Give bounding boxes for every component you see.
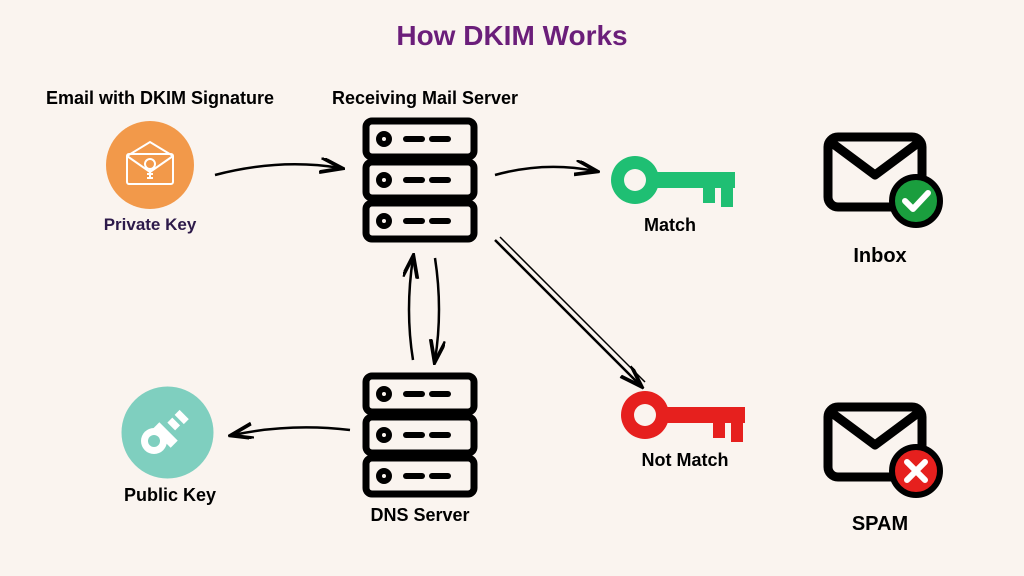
spam-label: SPAM [830,513,930,536]
dns-server-icon [360,370,480,505]
inbox-label: Inbox [830,245,930,268]
inbox-icon [820,115,945,235]
email-label: Email with DKIM Signature [40,88,280,109]
arrow-server-to-notmatch [490,235,650,395]
arrow-server-dns-bidir [395,250,455,370]
arrow-dns-to-publickey [225,415,355,455]
private-key-label: Private Key [95,215,205,235]
dns-server-label: DNS Server [360,505,480,526]
mail-server-icon [360,115,480,250]
spam-icon [820,385,945,505]
email-icon [105,120,195,215]
match-key-icon [605,145,745,220]
diagram-title: How DKIM Works [0,20,1024,52]
public-key-icon [120,385,215,485]
public-key-label: Public Key [115,485,225,506]
arrow-server-to-match [490,155,605,195]
not-match-label: Not Match [630,450,740,471]
match-label: Match [625,215,715,236]
arrow-email-to-server [210,150,350,190]
mail-server-label: Receiving Mail Server [320,88,530,109]
